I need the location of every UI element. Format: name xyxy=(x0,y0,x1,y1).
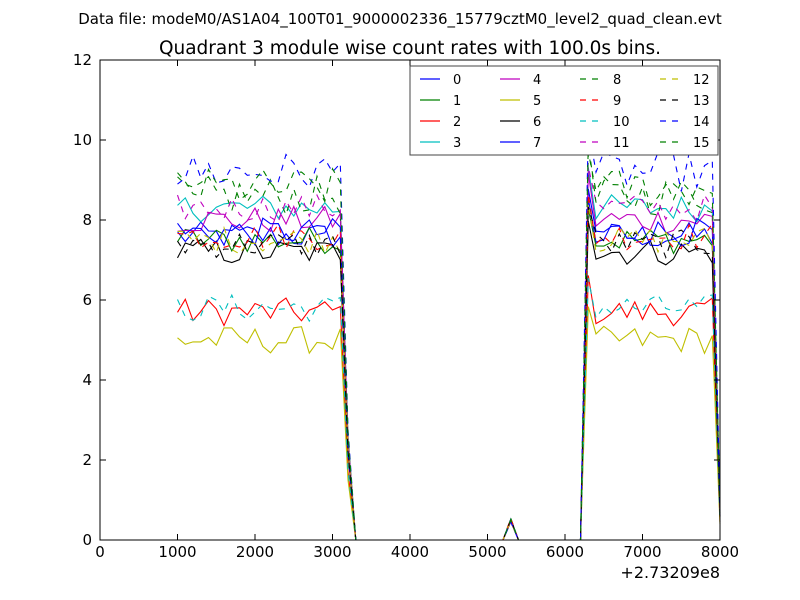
series-line-0 xyxy=(177,198,721,541)
series-line-10 xyxy=(176,278,721,541)
legend-box xyxy=(409,65,719,156)
series-line-11 xyxy=(176,166,721,541)
x-tick-label: 5000 xyxy=(468,543,506,561)
y-tick-label: 4 xyxy=(82,371,92,389)
legend-label-8: 8 xyxy=(613,73,621,88)
y-tick-label: 12 xyxy=(73,51,92,69)
legend-label-0: 0 xyxy=(453,73,461,88)
legend-label-2: 2 xyxy=(453,115,461,130)
y-tick-label: 2 xyxy=(82,451,92,469)
legend-label-14: 14 xyxy=(693,115,710,130)
x-tick-label: 0 xyxy=(95,543,105,561)
legend-label-1: 1 xyxy=(453,94,461,109)
chart-title: Quadrant 3 module wise count rates with … xyxy=(159,38,661,59)
series-line-4 xyxy=(177,173,721,541)
y-tick-label: 8 xyxy=(82,211,92,229)
legend-label-4: 4 xyxy=(533,73,541,88)
legend-label-15: 15 xyxy=(693,136,710,151)
x-tick-label: 4000 xyxy=(391,543,429,561)
legend-label-3: 3 xyxy=(453,136,461,151)
series-line-1 xyxy=(177,208,721,541)
series-line-6 xyxy=(177,221,721,541)
y-tick-label: 6 xyxy=(82,291,92,309)
series-line-8 xyxy=(177,152,721,541)
x-tick-label: 1000 xyxy=(158,543,196,561)
y-tick-label: 10 xyxy=(73,131,92,149)
legend-label-13: 13 xyxy=(693,94,710,109)
series-line-2 xyxy=(177,275,721,541)
x-tick-label: 8000 xyxy=(701,543,739,561)
x-tick-label: 7000 xyxy=(623,543,661,561)
series-line-9 xyxy=(177,193,721,541)
axis-ticks: 0 1000 2000 3000 4000 5000 6000 7000 80000246810… xyxy=(73,51,739,561)
legend-label-7: 7 xyxy=(533,136,541,151)
legend-label-6: 6 xyxy=(533,115,541,130)
plot-lines xyxy=(176,127,721,541)
legend-label-11: 11 xyxy=(613,136,630,151)
series-line-13 xyxy=(177,206,721,541)
legend-label-10: 10 xyxy=(613,115,630,130)
y-tick-label: 0 xyxy=(82,531,92,549)
chart-suptitle: Data file: modeM0/AS1A04_100T01_90000023… xyxy=(78,10,722,29)
series-line-5 xyxy=(177,306,721,541)
x-tick-label: 6000 xyxy=(546,543,584,561)
series-line-14 xyxy=(177,127,721,541)
legend-label-9: 9 xyxy=(613,94,621,109)
x-tick-label: 3000 xyxy=(313,543,351,561)
legend-label-5: 5 xyxy=(533,94,541,109)
x-tick-label: 2000 xyxy=(236,543,274,561)
series-line-3 xyxy=(177,167,721,541)
series-line-15 xyxy=(177,142,721,541)
series-line-12 xyxy=(177,203,721,541)
x-offset-label: +2.73209e8 xyxy=(620,563,720,582)
legend-label-12: 12 xyxy=(693,73,710,88)
